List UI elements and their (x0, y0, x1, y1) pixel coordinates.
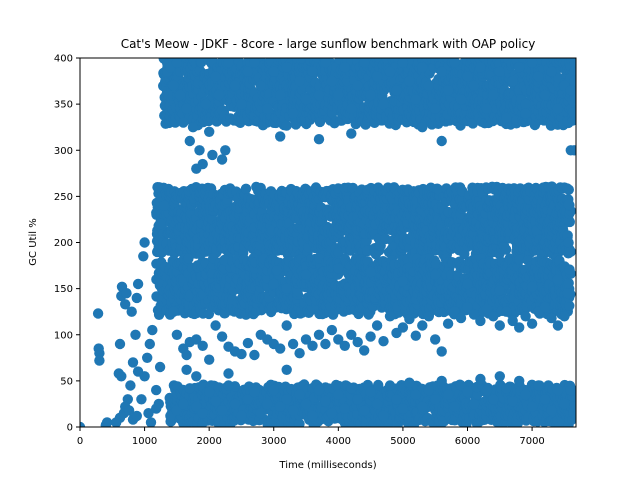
data-point (564, 264, 575, 275)
chart-title: Cat's Meow - JDKF - 8core - large sunflo… (121, 37, 536, 51)
data-point (219, 254, 230, 266)
data-point (569, 65, 576, 76)
data-point (567, 107, 576, 118)
data-point (563, 237, 574, 248)
data-point (563, 277, 574, 289)
data-point (564, 300, 575, 311)
data-point (373, 379, 384, 391)
data-point (281, 120, 292, 131)
data-point (500, 244, 512, 255)
data-point (314, 116, 326, 128)
data-point (183, 253, 194, 264)
data-point (563, 199, 575, 210)
data-point (569, 75, 576, 87)
scatter-points (80, 58, 576, 427)
data-point (430, 258, 442, 269)
data-point (294, 418, 305, 427)
data-point (569, 58, 576, 68)
data-point (563, 184, 574, 195)
data-point (514, 254, 525, 265)
data-point (240, 183, 252, 194)
